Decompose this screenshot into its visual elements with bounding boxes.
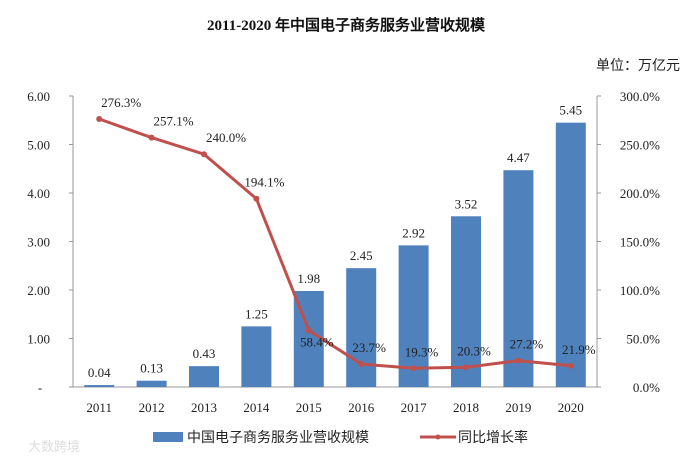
legend-bar-label: 中国电子商务服务业营收规模: [187, 430, 369, 446]
bar-label: 0.43: [193, 346, 216, 361]
growth-point-2015: [305, 327, 312, 334]
growth-point-2011: [96, 115, 103, 122]
growth-point-2017: [410, 365, 417, 372]
growth-label: 21.9%: [562, 342, 596, 357]
growth-label: 240.0%: [206, 130, 246, 145]
bar-label: 5.45: [559, 103, 582, 118]
right-tick-label: 250.0%: [620, 138, 660, 153]
growth-label: 20.3%: [457, 343, 491, 358]
bar-label: 1.98: [297, 271, 320, 286]
legend-line-label: 同比增长率: [458, 429, 528, 446]
legend-bar-swatch: [153, 432, 183, 442]
left-tick-label: 3.00: [27, 235, 50, 250]
x-tick-label: 2019: [505, 400, 531, 415]
bar-label: 2.92: [402, 225, 425, 240]
bar-2020: [555, 122, 586, 388]
growth-line: [98, 117, 571, 370]
x-tick-label: 2011: [86, 400, 112, 415]
watermark: 大数跨境: [28, 440, 80, 455]
x-tick-label: 2014: [243, 400, 270, 415]
left-tick-label: 6.00: [27, 89, 50, 104]
left-tick-label: 2.00: [27, 283, 50, 298]
left-tick-label: 5.00: [27, 138, 50, 153]
bar-2018: [451, 216, 481, 387]
right-tick-label: 50.0%: [626, 332, 660, 347]
growth-point-2013: [201, 151, 207, 158]
bar-label: 0.04: [88, 365, 111, 380]
bar-label: 2.45: [350, 248, 373, 263]
left-tick-label: 1.00: [27, 332, 50, 347]
bar-label: 0.13: [140, 361, 163, 376]
growth-label: 257.1%: [154, 114, 194, 129]
growth-label: 23.7%: [352, 340, 386, 355]
unit-label: 单位：万亿元: [596, 58, 680, 74]
x-tick-label: 2018: [453, 400, 479, 415]
right-tick-label: 150.0%: [620, 235, 660, 250]
bar-2016: [346, 268, 377, 387]
bar-2017: [398, 245, 429, 387]
x-tick-label: 2020: [558, 400, 584, 415]
growth-label: 27.2%: [510, 337, 544, 352]
growth-point-2016: [358, 361, 365, 368]
right-tick-label: 300.0%: [620, 89, 660, 104]
x-tick-label: 2013: [191, 400, 217, 415]
growth-label: 276.3%: [101, 95, 141, 110]
x-tick-label: 2016: [348, 400, 375, 415]
growth-label: 19.3%: [405, 344, 439, 359]
bar-2019: [503, 170, 534, 387]
chart-title: 2011-2020 年中国电子商务服务业营收规模: [207, 16, 486, 34]
growth-label: 58.4%: [300, 334, 334, 349]
bar-2011: [84, 385, 115, 387]
growth-point-2018: [463, 364, 469, 371]
right-tick-label: 200.0%: [620, 186, 660, 201]
legend-line-marker: [435, 434, 441, 440]
right-tick-label: 100.0%: [620, 283, 660, 298]
x-tick-label: 2015: [296, 400, 322, 415]
growth-point-2019: [515, 357, 522, 364]
bar-label: 4.47: [507, 150, 530, 165]
x-tick-label: 2017: [401, 400, 428, 415]
right-tick-label: 0.0%: [633, 380, 660, 395]
bar-label: 1.25: [245, 306, 268, 321]
bar-2013: [189, 366, 219, 387]
x-tick-label: 2012: [139, 400, 165, 415]
left-tick-label: -: [38, 380, 42, 395]
bar-label: 3.52: [455, 196, 478, 211]
growth-label: 194.1%: [244, 175, 284, 190]
growth-point-2012: [148, 134, 155, 141]
legend: 中国电子商务服务业营收规模 同比增长率: [153, 429, 528, 446]
left-tick-label: 4.00: [27, 186, 50, 201]
bar-2012: [136, 380, 167, 387]
growth-point-2020: [567, 362, 574, 369]
growth-point-2014: [253, 195, 260, 202]
bar-2014: [241, 326, 272, 387]
